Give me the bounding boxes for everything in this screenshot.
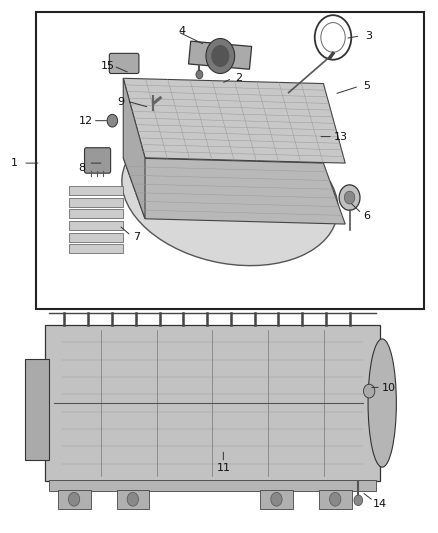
Text: 1: 1 (11, 158, 18, 168)
Circle shape (212, 45, 229, 67)
Text: 3: 3 (366, 31, 373, 41)
Text: 4: 4 (178, 26, 186, 36)
Text: 15: 15 (101, 61, 115, 71)
Bar (69, 186, 123, 195)
Circle shape (127, 492, 138, 506)
Circle shape (107, 114, 117, 127)
Text: 9: 9 (117, 97, 125, 107)
FancyBboxPatch shape (85, 148, 111, 173)
FancyBboxPatch shape (110, 53, 139, 74)
Polygon shape (123, 78, 145, 219)
Bar (260, 490, 293, 509)
Ellipse shape (368, 339, 396, 467)
Polygon shape (123, 78, 345, 163)
Bar (58, 490, 91, 509)
Text: 8: 8 (78, 164, 85, 173)
Bar (69, 198, 123, 207)
Bar (69, 232, 123, 241)
Polygon shape (123, 158, 345, 224)
Circle shape (321, 22, 345, 52)
Circle shape (206, 38, 235, 74)
Circle shape (339, 185, 360, 211)
Text: 6: 6 (364, 211, 371, 221)
Circle shape (315, 15, 351, 60)
Text: 2: 2 (235, 73, 242, 83)
Bar (69, 209, 123, 218)
Bar (69, 221, 123, 230)
Bar (36, 12, 424, 309)
Bar (45, 325, 380, 481)
Circle shape (196, 70, 203, 79)
Bar (25, 359, 49, 460)
Bar (69, 244, 123, 253)
Circle shape (344, 191, 355, 204)
Bar (117, 490, 149, 509)
Circle shape (329, 492, 341, 506)
Text: 12: 12 (79, 116, 93, 126)
Text: 11: 11 (216, 463, 230, 473)
Text: 13: 13 (334, 132, 348, 142)
Bar (49, 480, 376, 491)
Bar (319, 490, 352, 509)
Text: 14: 14 (373, 499, 387, 509)
Circle shape (364, 384, 375, 398)
Circle shape (68, 492, 80, 506)
Circle shape (271, 492, 282, 506)
Text: 7: 7 (133, 232, 140, 243)
Text: 5: 5 (364, 81, 371, 91)
Circle shape (354, 495, 363, 506)
Polygon shape (188, 41, 252, 69)
Text: 10: 10 (382, 383, 396, 393)
Ellipse shape (122, 124, 338, 265)
